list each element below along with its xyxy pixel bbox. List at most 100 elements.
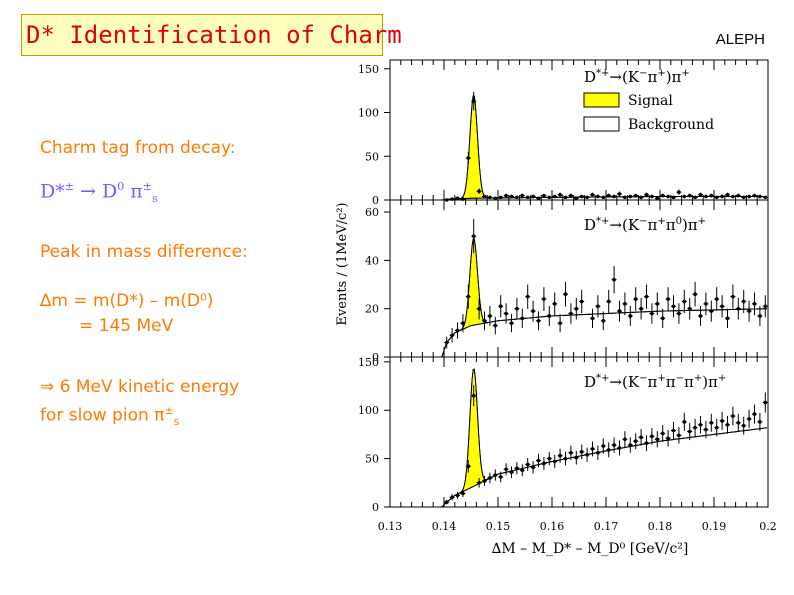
point-marker — [633, 439, 638, 443]
point-marker — [623, 302, 627, 306]
data-point — [449, 328, 455, 343]
data-point — [584, 195, 590, 200]
data-point — [644, 192, 649, 197]
point-marker — [752, 412, 757, 416]
channel-label-part: )π — [682, 216, 698, 234]
data-point — [606, 193, 612, 198]
data-point — [487, 195, 493, 200]
point-marker — [536, 196, 541, 201]
point-marker — [531, 194, 535, 199]
data-point — [482, 311, 487, 331]
channel-label-sup: + — [657, 68, 665, 79]
y-tick-label: 100 — [358, 107, 379, 120]
point-marker — [466, 294, 471, 299]
pion-slow-subscript: s — [151, 192, 158, 206]
data-point — [638, 297, 644, 320]
channel-label-part: π — [647, 373, 657, 391]
data-point — [725, 308, 730, 329]
slide-title: D* Identification of Charm — [21, 14, 402, 56]
channel-label-sup: − — [639, 216, 647, 227]
data-point — [541, 287, 547, 311]
point-marker — [498, 304, 503, 309]
data-point — [482, 194, 487, 199]
point-marker — [471, 393, 476, 398]
data-point — [563, 281, 568, 307]
data-point — [654, 196, 660, 201]
data-point — [741, 195, 747, 200]
point-marker — [596, 451, 600, 455]
channel-label-part: D — [584, 216, 596, 234]
data-point — [660, 193, 666, 198]
data-point — [698, 305, 703, 326]
data-point — [590, 441, 595, 457]
point-marker — [601, 195, 606, 200]
point-marker — [563, 292, 568, 297]
point-marker — [536, 458, 541, 463]
legend-background-swatch — [583, 116, 620, 132]
point-marker — [747, 309, 751, 313]
data-point — [687, 297, 693, 320]
channel-label-sup: + — [681, 68, 689, 79]
data-point — [492, 316, 498, 335]
point-marker — [720, 304, 724, 309]
data-point — [622, 195, 628, 200]
point-marker — [520, 316, 525, 321]
point-marker — [736, 306, 741, 311]
point-marker — [596, 194, 600, 199]
point-marker — [731, 194, 735, 199]
data-point — [757, 412, 763, 431]
point-marker — [644, 441, 649, 445]
slow-pion-charge: ± — [164, 404, 174, 417]
channel-label-part: →(K — [609, 68, 639, 86]
charm-tag-label: Charm tag from decay: — [40, 138, 236, 158]
data-point — [498, 295, 504, 318]
data-point — [746, 300, 752, 322]
data-point — [735, 193, 741, 198]
point-marker — [579, 299, 584, 304]
data-point — [563, 451, 568, 466]
point-marker — [574, 306, 579, 311]
point-marker — [542, 193, 546, 198]
data-point — [698, 415, 703, 434]
data-point — [514, 195, 520, 200]
data-point — [519, 464, 525, 477]
data-point — [611, 266, 617, 294]
slow-pion-symbol: π — [154, 405, 165, 426]
data-point — [557, 314, 563, 333]
data-point — [735, 413, 741, 432]
point-marker — [650, 311, 654, 316]
channel-label-sup: *+ — [596, 68, 609, 79]
point-marker — [552, 459, 557, 464]
legend-signal-swatch — [583, 92, 620, 108]
panel-frame — [389, 356, 769, 508]
point-marker — [488, 314, 492, 318]
data-point — [606, 442, 612, 458]
data-point — [692, 418, 698, 437]
data-point — [595, 445, 601, 461]
channel-label-part: π — [684, 373, 694, 391]
channel-label-part: →(K — [609, 216, 639, 234]
point-marker — [552, 302, 557, 306]
data-point — [660, 308, 666, 329]
channel-label-sup: + — [698, 216, 706, 227]
point-marker — [736, 421, 741, 425]
point-marker — [644, 192, 649, 197]
point-marker — [617, 192, 622, 196]
panels-group: 501001500D*+→(K−π+)π+SignalBackground204… — [358, 59, 769, 514]
point-marker — [547, 456, 552, 461]
point-marker — [590, 316, 595, 321]
point-marker — [687, 306, 692, 311]
point-marker — [569, 451, 573, 455]
channel-label-sup: − — [639, 68, 647, 79]
channel-label-part: π — [647, 68, 657, 86]
point-marker — [504, 193, 508, 198]
point-marker — [558, 192, 562, 197]
data-point — [557, 448, 563, 463]
y-tick-label: 40 — [365, 254, 379, 267]
point-marker — [515, 195, 519, 200]
point-marker — [747, 194, 751, 199]
data-point — [703, 292, 709, 316]
point-marker — [493, 196, 498, 201]
x-tick-label: 0.18 — [648, 520, 673, 533]
